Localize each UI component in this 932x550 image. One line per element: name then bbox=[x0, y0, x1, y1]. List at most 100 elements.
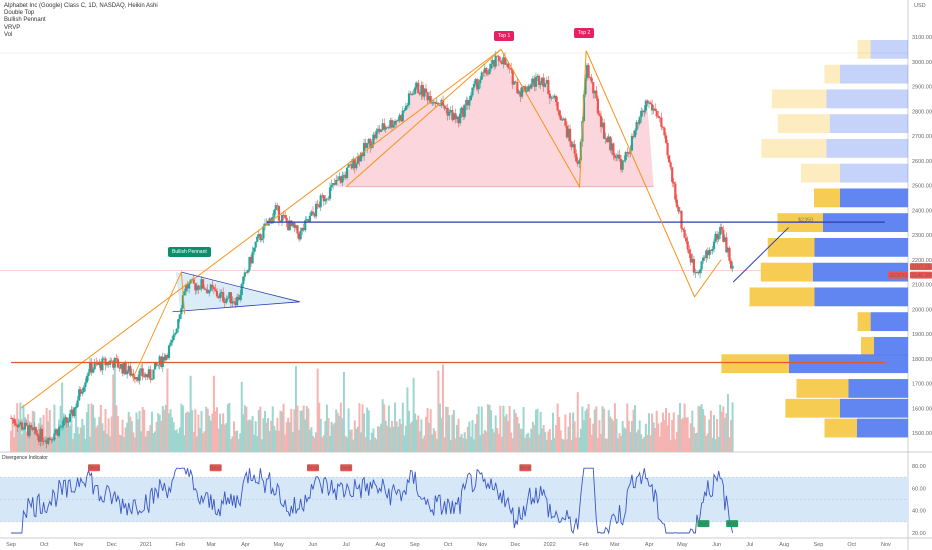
volume-bar bbox=[499, 405, 502, 452]
volume-bar bbox=[324, 421, 327, 452]
vp-bar-down bbox=[857, 312, 871, 332]
candle-body bbox=[599, 115, 603, 128]
indicator-double-top[interactable]: Double Top bbox=[4, 10, 35, 17]
candle-body bbox=[607, 136, 610, 143]
volume-bar bbox=[460, 433, 463, 452]
volume-bar bbox=[375, 439, 378, 452]
volume-bar bbox=[51, 439, 54, 452]
candle-body bbox=[259, 234, 262, 241]
volume-bar bbox=[479, 435, 482, 452]
volume-bar bbox=[59, 405, 62, 452]
volume-bar bbox=[225, 423, 228, 452]
volume-bar bbox=[476, 414, 479, 452]
price-tick: 1700.00 bbox=[912, 382, 932, 388]
candle-body bbox=[575, 153, 578, 162]
candle-body bbox=[163, 356, 166, 361]
candle-body bbox=[609, 136, 612, 151]
volume-bar bbox=[525, 434, 528, 452]
candle-body bbox=[330, 184, 333, 188]
candle-body bbox=[144, 374, 147, 377]
candle-body bbox=[590, 77, 593, 83]
indicator-vrvp[interactable]: VRVP bbox=[4, 24, 21, 31]
volume-bar bbox=[160, 420, 163, 452]
candle-body bbox=[287, 222, 290, 231]
candle-body bbox=[725, 237, 728, 253]
volume-bar bbox=[411, 421, 414, 452]
volume-bar bbox=[542, 424, 545, 452]
vp-bar-down bbox=[861, 336, 874, 356]
candle-body bbox=[243, 272, 246, 277]
volume-bar bbox=[56, 428, 59, 452]
volume-bar bbox=[48, 409, 51, 452]
volume-bar bbox=[480, 406, 483, 452]
vp-bar-down bbox=[824, 64, 840, 84]
vp-bar-up bbox=[870, 312, 908, 332]
candle-body bbox=[127, 365, 130, 372]
volume-bar bbox=[517, 423, 520, 452]
candle-body bbox=[352, 158, 355, 169]
volume-bar bbox=[155, 421, 158, 452]
candle-body bbox=[263, 223, 267, 227]
volume-bar bbox=[462, 438, 465, 452]
volume-bar bbox=[338, 415, 341, 452]
candle-body bbox=[443, 105, 446, 109]
candle-body bbox=[711, 248, 714, 251]
price-pane-bg bbox=[0, 0, 908, 452]
volume-bar bbox=[154, 431, 157, 452]
volume-bar bbox=[183, 435, 186, 452]
candle-body bbox=[414, 87, 417, 94]
candle-body bbox=[205, 289, 208, 291]
indicator-bullish-pennant[interactable]: Bullish Pennant bbox=[4, 17, 46, 24]
volume-bar bbox=[426, 408, 429, 452]
volume-bar bbox=[378, 426, 381, 452]
volume-bar bbox=[425, 416, 428, 452]
volume-bar bbox=[316, 368, 319, 452]
candle-body bbox=[637, 122, 640, 124]
candle-body bbox=[302, 227, 305, 231]
candle-body bbox=[697, 271, 700, 274]
volume-bar bbox=[369, 439, 372, 452]
volume-bar bbox=[10, 430, 13, 452]
volume-bar bbox=[373, 437, 376, 452]
volume-bar bbox=[689, 423, 692, 452]
volume-bar bbox=[191, 410, 194, 452]
candle-body bbox=[582, 94, 586, 122]
vp-bar-down bbox=[749, 287, 815, 307]
candle-body bbox=[178, 314, 181, 320]
volume-bar bbox=[302, 405, 305, 452]
volume-bar bbox=[601, 406, 604, 452]
candle-body bbox=[31, 427, 34, 430]
volume-bar bbox=[81, 418, 84, 452]
volume-bar bbox=[590, 434, 593, 452]
volume-bar bbox=[630, 421, 633, 452]
candle-body bbox=[602, 122, 606, 139]
candle-body bbox=[149, 369, 152, 380]
volume-bar bbox=[172, 422, 175, 452]
price-tick: 2300.00 bbox=[912, 233, 932, 239]
candle-body bbox=[674, 183, 677, 200]
volume-bar bbox=[722, 406, 725, 452]
candle-body bbox=[135, 377, 138, 380]
candle-body bbox=[664, 135, 668, 143]
candle-body bbox=[79, 389, 82, 394]
time-tick: Dec bbox=[107, 542, 117, 548]
candle-body bbox=[683, 229, 686, 238]
candle-body bbox=[688, 249, 691, 254]
pennant-fill bbox=[175, 272, 300, 311]
bull-marker bbox=[726, 520, 739, 528]
volume-bar bbox=[675, 431, 678, 452]
time-tick: Mar bbox=[206, 542, 216, 548]
candle-body bbox=[121, 363, 124, 374]
pattern-lines bbox=[11, 48, 885, 409]
volume-bar bbox=[363, 413, 366, 452]
volume-bar bbox=[197, 414, 200, 452]
candle-body bbox=[76, 400, 79, 407]
volume-bar bbox=[185, 412, 188, 452]
volume-bar bbox=[548, 429, 551, 452]
volume-bar bbox=[36, 429, 39, 452]
candle-body bbox=[324, 199, 327, 202]
rsi-line bbox=[11, 467, 734, 535]
top2-tag: Top 2 bbox=[574, 28, 595, 38]
indicator-vol[interactable]: Vol bbox=[4, 31, 13, 38]
